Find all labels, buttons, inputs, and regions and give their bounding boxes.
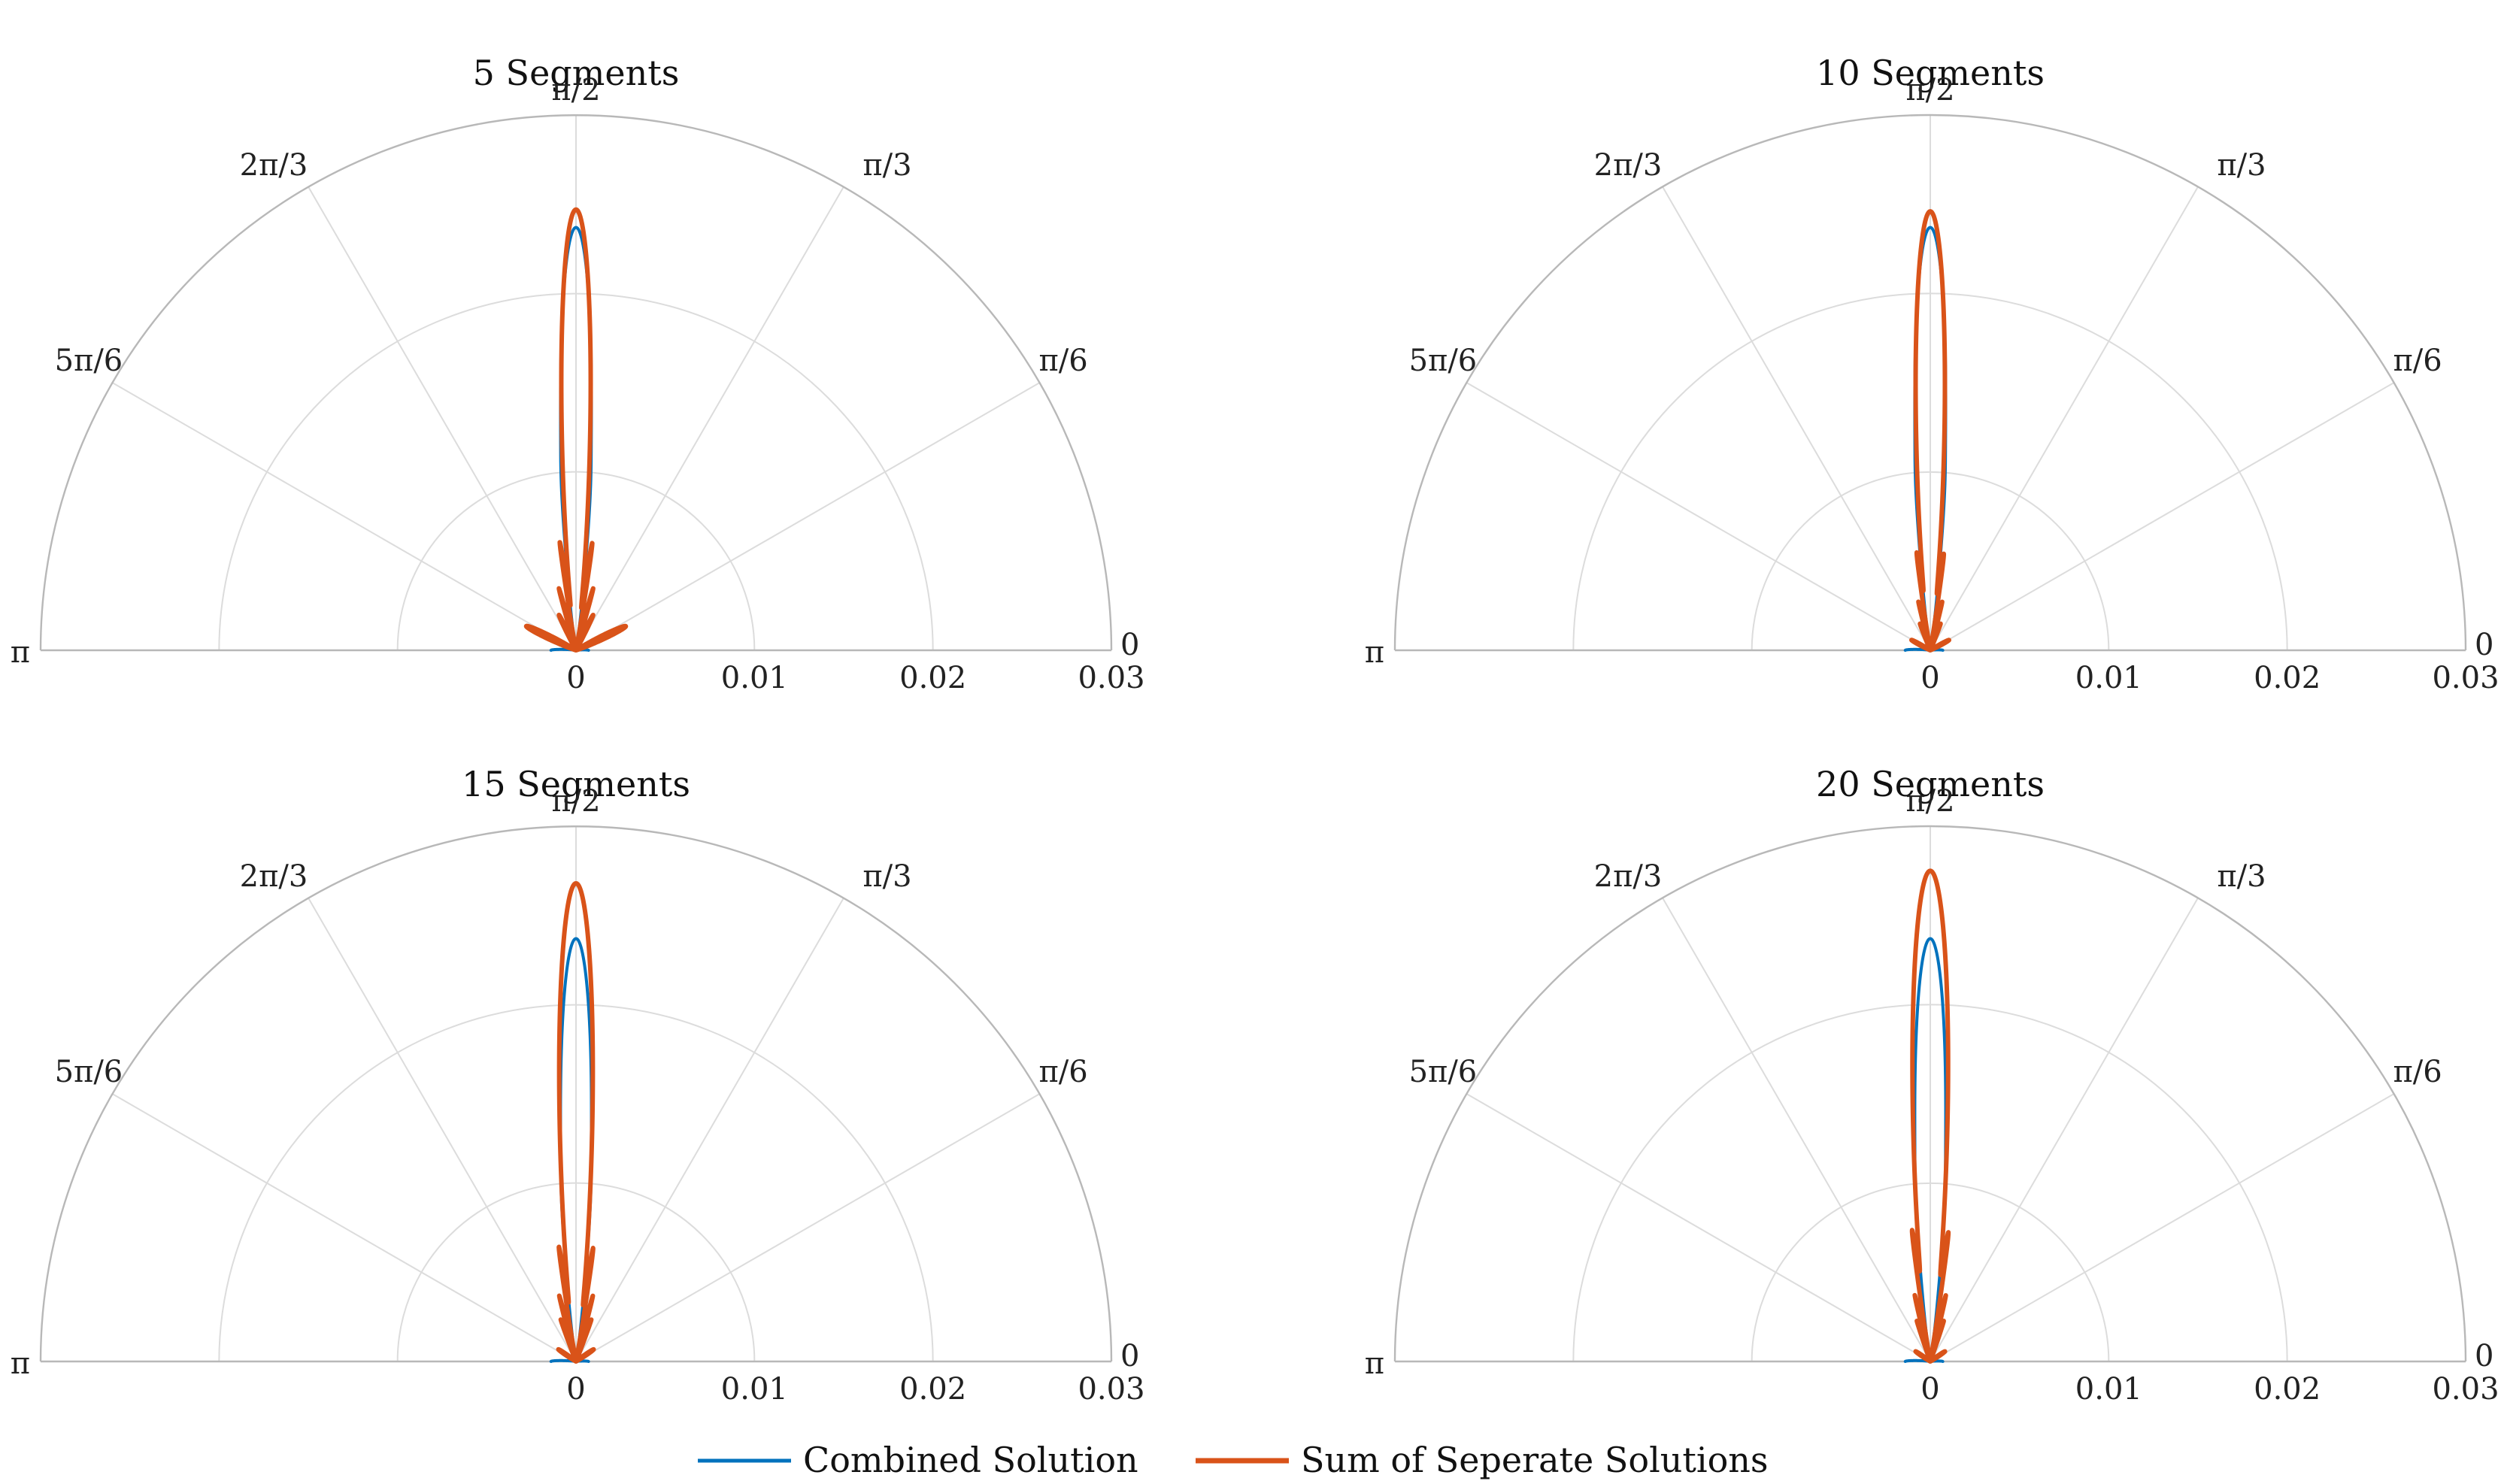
theta-tick-label: 5π/6 xyxy=(1409,1055,1478,1089)
panel-title: 15 Segments xyxy=(462,764,690,804)
series-sum-of-seperate-solutions xyxy=(556,880,596,1364)
theta-gridline xyxy=(308,897,577,1362)
theta-tick-label: 2π/3 xyxy=(1594,148,1663,183)
r-tick-label: 0.03 xyxy=(1078,661,1144,695)
theta-gridline xyxy=(575,382,1041,651)
series-sum-of-seperate-solutions xyxy=(1909,209,1951,653)
r-gridline xyxy=(218,1004,934,1362)
theta-gridline xyxy=(575,897,844,1362)
theta-gridline xyxy=(575,186,844,651)
series-sum-of-seperate-solutions xyxy=(1909,868,1951,1364)
legend: Combined Solution Sum of Seperate Soluti… xyxy=(698,1440,1769,1480)
theta-tick-label: 2π/3 xyxy=(240,148,308,183)
panel-title: 5 Segments xyxy=(473,53,680,93)
outer-boundary xyxy=(39,114,1113,651)
theta-tick-label: 5π/6 xyxy=(1409,344,1478,378)
theta-gridline xyxy=(308,186,577,651)
outer-boundary xyxy=(39,825,1113,1362)
theta-gridline xyxy=(1662,897,1931,1362)
r-tick-label: 0.01 xyxy=(721,1372,788,1407)
theta-tick-label: π/3 xyxy=(862,148,911,183)
r-gridline xyxy=(1751,1183,2110,1362)
r-tick-label: 0.02 xyxy=(899,1372,966,1407)
theta-tick-label: π xyxy=(11,635,30,670)
legend-label-sum: Sum of Seperate Solutions xyxy=(1301,1440,1769,1480)
r-gridline xyxy=(396,471,756,651)
theta-tick-label: 2π/3 xyxy=(1594,859,1663,894)
theta-gridline xyxy=(1930,186,2199,651)
theta-tick-label: π xyxy=(11,1346,30,1381)
r-tick-label: 0.02 xyxy=(899,661,966,695)
theta-tick-label: 5π/6 xyxy=(55,1055,123,1089)
theta-tick-label: 0 xyxy=(1120,1339,1139,1373)
theta-tick-label: 0 xyxy=(2475,628,2493,662)
theta-tick-label: π/3 xyxy=(862,859,911,894)
theta-gridline xyxy=(1662,186,1931,651)
polar-panel-1: 5 Segments 0 π/6 π/3 π/2 2π/3 5π/6 π 0 0.01 0.02 0.… xyxy=(11,53,1145,695)
r-gridline xyxy=(1572,1004,2288,1362)
theta-gridline xyxy=(1930,1093,2395,1362)
r-gridline xyxy=(396,1183,756,1362)
polar-panels: 5 Segments 0 π/6 π/3 π/2 2π/3 5π/6 π 0 0.01 0.02 0.… xyxy=(11,53,2499,1407)
theta-gridline xyxy=(1930,382,2395,651)
r-tick-label: 0.03 xyxy=(1078,1372,1144,1407)
theta-tick-label: π/3 xyxy=(2217,148,2266,183)
r-gridline xyxy=(1572,292,2288,651)
theta-tick-label: π xyxy=(1365,1346,1384,1381)
theta-tick-label: π/2 xyxy=(1905,784,1954,819)
theta-gridline xyxy=(111,382,577,651)
theta-tick-label: π xyxy=(1365,635,1384,670)
theta-tick-label: π/6 xyxy=(1038,1055,1087,1089)
r-tick-label: 0.03 xyxy=(2432,661,2499,695)
r-tick-label: 0.02 xyxy=(2254,661,2321,695)
r-tick-label: 0.01 xyxy=(2075,1372,2142,1407)
legend-label-combined: Combined Solution xyxy=(803,1440,1138,1480)
theta-tick-label: π/2 xyxy=(551,73,600,108)
theta-tick-label: π/3 xyxy=(2217,859,2266,894)
theta-gridline xyxy=(575,1093,1041,1362)
theta-gridline xyxy=(1466,382,1931,651)
theta-gridline xyxy=(111,1093,577,1362)
polar-panel-2: 10 Segments 0 π/6 π/3 π/2 2π/3 5π/6 π 0 0.01 0.02 0… xyxy=(1365,53,2499,695)
panel-title: 20 Segments xyxy=(1816,764,2045,804)
r-gridline xyxy=(218,292,934,651)
polar-panel-4: 20 Segments 0 π/6 π/3 π/2 2π/3 5π/6 π 0 0.01 0.02 0… xyxy=(1365,764,2499,1407)
r-tick-label: 0.01 xyxy=(721,661,788,695)
r-tick-label: 0 xyxy=(1920,661,1939,695)
r-tick-label: 0.02 xyxy=(2254,1372,2321,1407)
outer-boundary xyxy=(1393,114,2467,651)
theta-tick-label: 5π/6 xyxy=(55,344,123,378)
outer-boundary xyxy=(1393,825,2467,1362)
theta-tick-label: 2π/3 xyxy=(240,859,308,894)
r-tick-label: 0 xyxy=(566,661,585,695)
theta-tick-label: π/2 xyxy=(551,784,600,819)
polar-panel-3: 15 Segments 0 π/6 π/3 π/2 2π/3 5π/6 π 0 0.01 0.02 0… xyxy=(11,764,1145,1407)
theta-tick-label: π/6 xyxy=(2393,1055,2442,1089)
theta-gridline xyxy=(1466,1093,1931,1362)
theta-tick-label: 0 xyxy=(2475,1339,2493,1373)
r-gridline xyxy=(1751,471,2110,651)
theta-tick-label: 0 xyxy=(1120,628,1139,662)
theta-tick-label: π/6 xyxy=(1038,344,1087,378)
r-tick-label: 0.03 xyxy=(2432,1372,2499,1407)
panel-title: 10 Segments xyxy=(1816,53,2045,93)
r-tick-label: 0 xyxy=(566,1372,585,1407)
theta-tick-label: π/6 xyxy=(2393,344,2442,378)
series-sum-of-seperate-solutions xyxy=(523,207,629,653)
r-tick-label: 0 xyxy=(1920,1372,1939,1407)
r-tick-label: 0.01 xyxy=(2075,661,2142,695)
theta-gridline xyxy=(1930,897,2199,1362)
theta-tick-label: π/2 xyxy=(1905,73,1954,108)
